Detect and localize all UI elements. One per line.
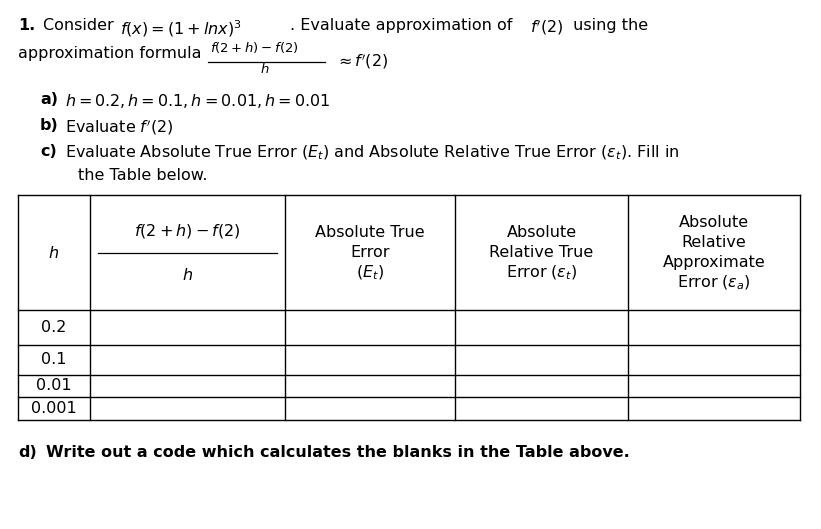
Text: 1.: 1. xyxy=(18,18,35,33)
Text: $\approx f'(2)$: $\approx f'(2)$ xyxy=(335,52,388,71)
Text: $f(2 + h) - f(2)$: $f(2 + h) - f(2)$ xyxy=(134,222,241,240)
Text: Error $(\varepsilon_a)$: Error $(\varepsilon_a)$ xyxy=(677,273,751,291)
Text: $(E_t)$: $(E_t)$ xyxy=(356,263,384,282)
Text: 0.01: 0.01 xyxy=(36,379,71,394)
Text: . Evaluate approximation of: . Evaluate approximation of xyxy=(290,18,517,33)
Text: Absolute: Absolute xyxy=(507,225,576,240)
Text: $h = 0.2, h = 0.1, h = 0.01, h = 0.01$: $h = 0.2, h = 0.1, h = 0.01, h = 0.01$ xyxy=(65,92,331,110)
Text: Error: Error xyxy=(351,245,390,260)
Text: using the: using the xyxy=(568,18,648,33)
Text: 0.2: 0.2 xyxy=(41,320,67,335)
Text: c): c) xyxy=(40,144,57,159)
Text: Absolute: Absolute xyxy=(679,215,749,230)
Text: Evaluate Absolute True Error $(E_t)$ and Absolute Relative True Error $(\varepsi: Evaluate Absolute True Error $(E_t)$ and… xyxy=(65,144,680,162)
Text: the Table below.: the Table below. xyxy=(78,168,208,183)
Text: $h$: $h$ xyxy=(48,244,60,260)
Text: Write out a code which calculates the blanks in the Table above.: Write out a code which calculates the bl… xyxy=(46,445,630,460)
Text: Error $(\varepsilon_t)$: Error $(\varepsilon_t)$ xyxy=(506,263,577,282)
Text: $f(x) = (1 + lnx)^3$: $f(x) = (1 + lnx)^3$ xyxy=(120,18,242,39)
Text: approximation formula: approximation formula xyxy=(18,46,201,61)
Text: $h$: $h$ xyxy=(260,62,269,76)
Text: b): b) xyxy=(40,118,59,133)
Text: a): a) xyxy=(40,92,58,107)
Text: 0.001: 0.001 xyxy=(31,401,77,416)
Text: $h$: $h$ xyxy=(182,267,193,282)
Text: Approximate: Approximate xyxy=(663,255,765,270)
Text: Evaluate $f'(2)$: Evaluate $f'(2)$ xyxy=(65,118,173,138)
Text: d): d) xyxy=(18,445,37,460)
Text: Absolute True: Absolute True xyxy=(315,225,424,240)
Text: Relative: Relative xyxy=(681,235,746,250)
Text: $f(2+h)-f(2)$: $f(2+h)-f(2)$ xyxy=(210,40,299,55)
Text: $f'(2)$: $f'(2)$ xyxy=(530,18,564,38)
Text: Consider: Consider xyxy=(43,18,119,33)
Text: 0.1: 0.1 xyxy=(41,352,67,368)
Text: Relative True: Relative True xyxy=(489,245,594,260)
